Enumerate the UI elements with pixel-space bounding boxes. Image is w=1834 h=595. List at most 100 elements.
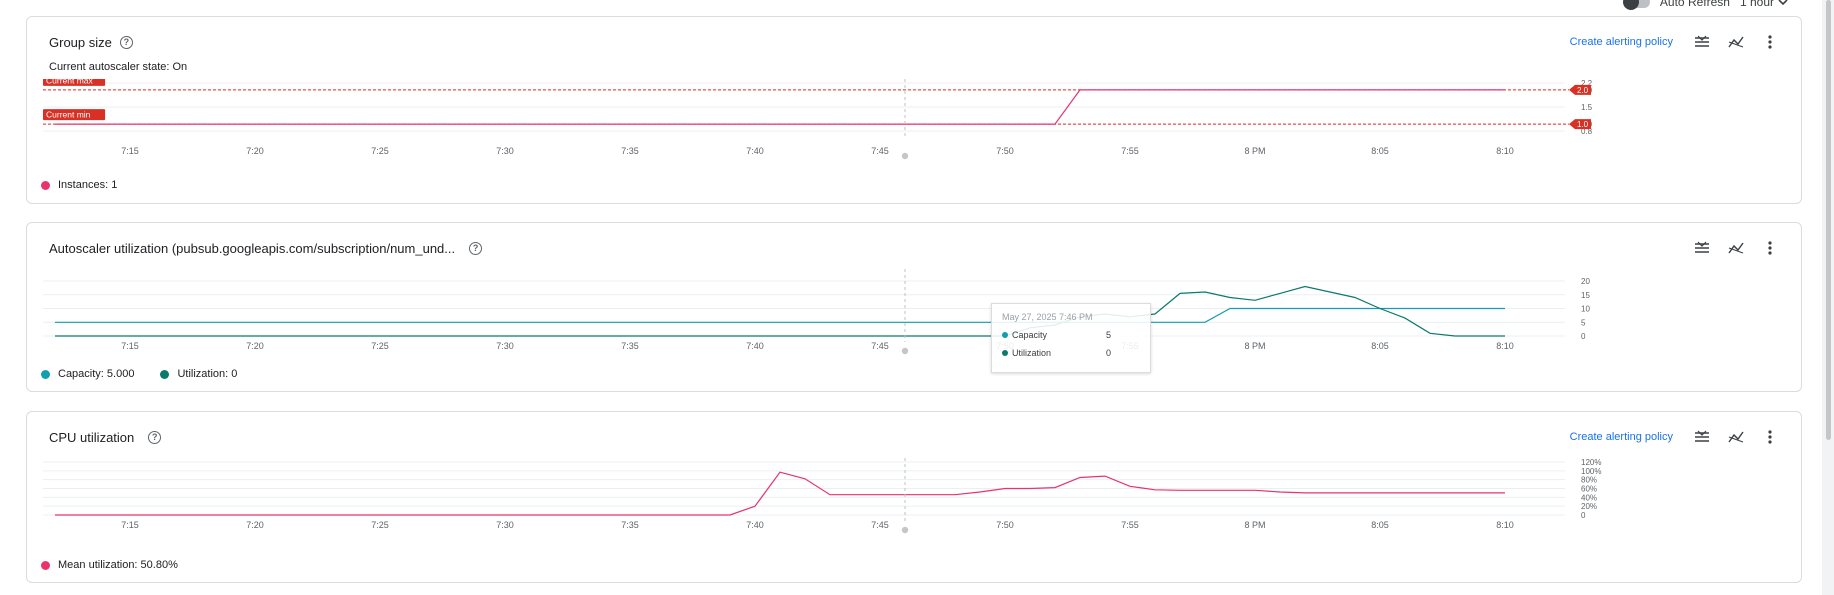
chart-tooltip: May 27, 2025 7:46 PM Capacity 5 Utilizat… xyxy=(991,303,1151,373)
y-tick-label: 15 xyxy=(1581,291,1590,300)
x-tick-label: 7:15 xyxy=(121,341,139,351)
autoscaler-utilization-chart: 051015207:157:207:257:307:357:407:457:50… xyxy=(43,269,1590,355)
current-min-label: Current min xyxy=(46,110,91,120)
y-tick-label: 60% xyxy=(1581,485,1597,494)
chevron-down-icon xyxy=(1778,0,1788,6)
threshold-value-badge xyxy=(1569,84,1591,95)
legend-mean-utilization[interactable]: Mean utilization: 50.80% xyxy=(41,559,178,571)
series-line-cpu xyxy=(55,471,1505,516)
y-tick-label: 40% xyxy=(1581,493,1597,502)
y-tick-label: 2.2 xyxy=(1581,79,1593,88)
x-tick-label: 8:10 xyxy=(1496,341,1514,351)
legend-dot xyxy=(41,180,50,190)
legend-utilization-label: Utilization: 0 xyxy=(177,368,238,380)
x-tick-label: 7:30 xyxy=(496,520,514,530)
scrollbar-thumb[interactable] xyxy=(1826,0,1831,440)
tooltip-capacity-label: Capacity xyxy=(1012,330,1048,340)
x-tick-label: 7:35 xyxy=(621,520,639,530)
more-vert-icon[interactable] xyxy=(1761,33,1779,51)
legend-capacity[interactable]: Capacity: 5.000 xyxy=(41,368,134,380)
legend-dot xyxy=(1002,332,1008,338)
x-tick-label: 7:40 xyxy=(746,341,764,351)
x-tick-label: 7:45 xyxy=(871,341,889,351)
y-tick-label: 80% xyxy=(1581,476,1597,485)
y-tick-label: 0 xyxy=(1581,511,1586,520)
more-vert-icon[interactable] xyxy=(1761,428,1779,446)
tooltip-time: May 27, 2025 7:46 PM xyxy=(1002,312,1093,322)
x-tick-label: 7:35 xyxy=(621,146,639,156)
x-tick-label: 7:50 xyxy=(996,146,1014,156)
x-tick-label: 8 PM xyxy=(1244,520,1265,530)
x-tick-label: 8 PM xyxy=(1244,146,1265,156)
x-tick-label: 8:05 xyxy=(1371,520,1389,530)
chart-type-icon[interactable] xyxy=(1727,428,1745,446)
group-size-title: Group size xyxy=(49,35,112,50)
x-tick-label: 7:25 xyxy=(371,520,389,530)
help-icon[interactable]: ? xyxy=(469,242,483,255)
page-scrollbar[interactable] xyxy=(1822,0,1834,595)
legend-toggle-icon[interactable] xyxy=(1693,239,1711,257)
x-tick-label: 8:05 xyxy=(1371,146,1389,156)
x-tick-label: 8:05 xyxy=(1371,341,1389,351)
tooltip-capacity-value: 5 xyxy=(1106,330,1112,340)
chart-type-icon[interactable] xyxy=(1727,33,1745,51)
auto-refresh-toggle[interactable] xyxy=(1622,0,1650,10)
autoscaler-state: Current autoscaler state: On xyxy=(49,61,188,73)
top-bar: Auto Refresh 1 hour xyxy=(1622,0,1788,10)
time-range-select[interactable]: 1 hour xyxy=(1740,0,1788,9)
tooltip-utilization-value: 0 xyxy=(1106,348,1112,358)
x-tick-label: 7:50 xyxy=(996,520,1014,530)
x-tick-label: 8 PM xyxy=(1244,341,1265,351)
y-tick-label: 10 xyxy=(1581,305,1590,314)
threshold-value: 2.0 xyxy=(1577,86,1589,95)
legend-dot xyxy=(41,369,50,379)
legend-utilization[interactable]: Utilization: 0 xyxy=(160,368,237,380)
x-tick-label: 7:45 xyxy=(871,146,889,156)
threshold-value-badge xyxy=(1569,119,1591,130)
x-tick-label: 7:15 xyxy=(121,520,139,530)
group-size-card: Group size ? Current autoscaler state: O… xyxy=(26,16,1802,204)
x-tick-label: 8:10 xyxy=(1496,146,1514,156)
create-alerting-policy-link[interactable]: Create alerting policy xyxy=(1569,431,1673,443)
threshold-label-bg xyxy=(43,109,106,121)
cpu-utilization-title: CPU utilization xyxy=(49,430,135,445)
current-max-label: Current max xyxy=(46,79,94,85)
x-tick-label: 7:20 xyxy=(246,520,264,530)
legend-dot xyxy=(160,369,170,379)
crosshair-marker xyxy=(901,526,909,534)
x-tick-label: 7:55 xyxy=(1121,520,1139,530)
legend-mean-utilization-label: Mean utilization: 50.80% xyxy=(58,559,178,571)
tooltip-utilization-label: Utilization xyxy=(1012,348,1052,358)
autoscaler-utilization-card: Autoscaler utilization (pubsub.googleapi… xyxy=(26,222,1802,392)
y-tick-label: 1.5 xyxy=(1581,103,1593,112)
time-range-label: 1 hour xyxy=(1739,0,1774,9)
crosshair-marker xyxy=(901,347,909,355)
y-tick-label: 0.8 xyxy=(1581,127,1593,136)
autoscaler-utilization-title: Autoscaler utilization (pubsub.googleapi… xyxy=(49,241,456,256)
x-tick-label: 8:10 xyxy=(1496,520,1514,530)
cpu-utilization-chart: 020%40%60%80%100%120% 7:15 7:20 7:25 7:30 7:3… xyxy=(43,458,1601,534)
x-tick-label: 7:55 xyxy=(1121,146,1139,156)
x-tick-label: 7:25 xyxy=(371,146,389,156)
create-alerting-policy-link[interactable]: Create alerting policy xyxy=(1569,36,1673,48)
legend-toggle-icon[interactable] xyxy=(1693,33,1711,51)
y-tick-label: 20 xyxy=(1581,277,1590,286)
x-tick-label: 7:25 xyxy=(371,341,389,351)
x-tick-label: 7:20 xyxy=(246,341,264,351)
legend-instances[interactable]: Instances: 1 xyxy=(41,179,117,191)
cpu-utilization-card: CPU utilization ? Create alerting policy… xyxy=(26,411,1802,583)
auto-refresh-label: Auto Refresh xyxy=(1659,0,1730,9)
more-vert-icon[interactable] xyxy=(1761,239,1779,257)
threshold-value: 1.0 xyxy=(1577,120,1589,129)
x-tick-label: 7:30 xyxy=(496,341,514,351)
x-tick-label: 7:30 xyxy=(496,146,514,156)
series-line-capacity xyxy=(55,307,1505,323)
x-tick-label: 7:35 xyxy=(621,341,639,351)
crosshair-marker xyxy=(901,152,909,160)
x-tick-label: 7:20 xyxy=(246,146,264,156)
legend-toggle-icon[interactable] xyxy=(1693,428,1711,446)
help-icon[interactable]: ? xyxy=(119,36,133,49)
legend-dot xyxy=(1002,350,1008,356)
chart-type-icon[interactable] xyxy=(1727,239,1745,257)
help-icon[interactable]: ? xyxy=(148,431,162,444)
